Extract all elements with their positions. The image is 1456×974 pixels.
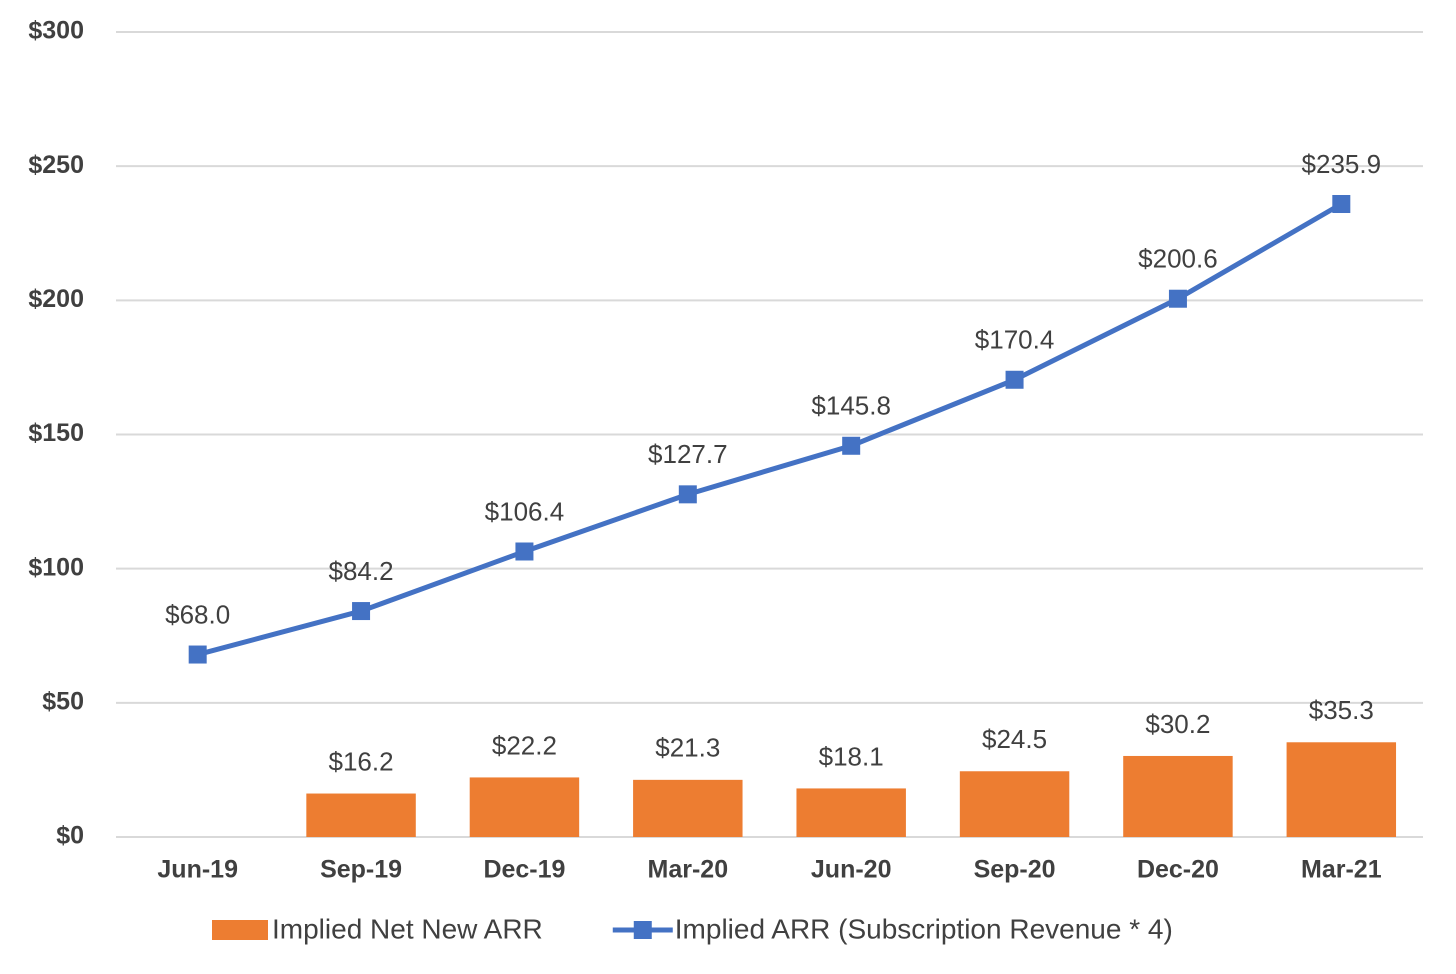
bar — [1123, 755, 1233, 837]
legend-label: Implied Net New ARR — [272, 913, 543, 944]
data-label: $235.9 — [1302, 149, 1382, 179]
y-tick-label: $200 — [28, 285, 84, 313]
y-tick-label: $250 — [28, 151, 84, 179]
x-tick-label: Mar-20 — [648, 856, 729, 884]
y-tick-label: $150 — [28, 419, 84, 447]
marker — [515, 542, 534, 561]
x-tick-label: Jun-20 — [811, 856, 892, 884]
data-label: $30.2 — [1145, 709, 1210, 739]
marker — [1332, 195, 1351, 214]
data-label: $127.7 — [648, 439, 728, 469]
data-label: $200.6 — [1138, 244, 1218, 274]
data-label: $35.3 — [1309, 695, 1374, 725]
marker — [842, 436, 861, 455]
data-label: $22.2 — [492, 730, 557, 760]
bar — [796, 788, 906, 837]
x-tick-label: Dec-19 — [483, 856, 565, 884]
data-label: $84.2 — [329, 556, 394, 586]
line — [197, 201, 1343, 657]
marker — [352, 602, 371, 621]
bar — [306, 793, 416, 837]
data-label: $68.0 — [165, 599, 230, 629]
data-label: $106.4 — [485, 496, 565, 526]
marker — [678, 485, 697, 504]
y-tick-label: $300 — [28, 17, 84, 45]
x-tick-label: Dec-20 — [1137, 856, 1219, 884]
legend-swatch — [633, 921, 652, 939]
data-label: $21.3 — [655, 733, 720, 763]
bar — [633, 779, 743, 837]
x-tick-label: Jun-19 — [157, 856, 238, 884]
y-tick-label: $0 — [56, 822, 84, 850]
data-label: $170.4 — [975, 325, 1055, 355]
x-tick-label: Sep-20 — [974, 856, 1056, 884]
legend-label: Implied ARR (Subscription Revenue * 4) — [675, 913, 1173, 944]
marker — [1168, 289, 1187, 308]
data-label: $145.8 — [811, 391, 891, 421]
data-label: $18.1 — [819, 741, 884, 771]
marker — [1005, 370, 1024, 389]
x-tick-label: Sep-19 — [320, 856, 402, 884]
bar — [959, 771, 1070, 837]
legend-swatch — [212, 920, 268, 940]
bar — [1286, 742, 1397, 837]
data-label: $24.5 — [982, 724, 1047, 754]
y-tick-label: $50 — [42, 687, 84, 715]
data-label: $16.2 — [329, 746, 394, 776]
y-tick-label: $100 — [28, 553, 84, 581]
marker — [188, 645, 207, 664]
bar — [469, 777, 580, 837]
x-tick-label: Mar-21 — [1301, 856, 1382, 884]
